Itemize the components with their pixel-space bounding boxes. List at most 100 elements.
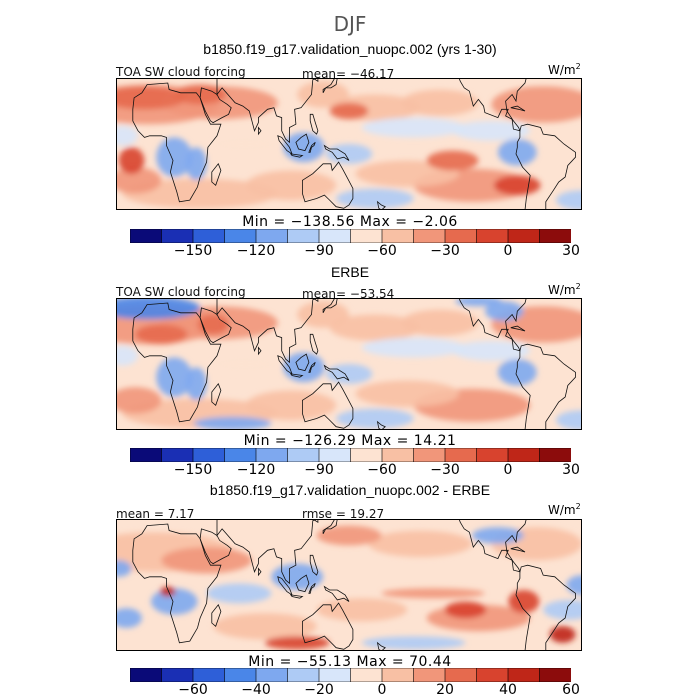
season-title: DJF xyxy=(333,12,367,36)
field-contour xyxy=(381,588,485,599)
panel-3-mean-label: mean = 7.17 xyxy=(116,507,195,521)
field-contour xyxy=(245,390,337,421)
field-contour xyxy=(556,190,582,210)
field-contour xyxy=(361,636,466,650)
colorbar-tick-label: −30 xyxy=(430,243,460,259)
panel-3-colorbar xyxy=(130,668,571,682)
field-contour xyxy=(213,135,278,153)
field-contour xyxy=(116,608,142,628)
field-contour xyxy=(556,410,582,430)
colorbar-tick-label: 20 xyxy=(436,682,454,698)
field-contour xyxy=(135,324,188,345)
field-contour xyxy=(116,345,138,366)
field-contour xyxy=(213,613,317,640)
field-contour xyxy=(118,147,145,174)
map-frame xyxy=(116,519,582,651)
field-contour xyxy=(491,86,582,123)
colorbar-swatch xyxy=(161,229,194,243)
colorbar-tick-label: −150 xyxy=(173,462,213,478)
colorbar-swatch xyxy=(539,668,571,682)
colorbar-swatch xyxy=(255,448,289,462)
field-contour xyxy=(400,89,479,116)
colorbar-swatch xyxy=(255,229,289,243)
panel-1-colorbar-ticks: −150 −120 −90 −60 −30 0 30 xyxy=(130,243,580,259)
field-contour xyxy=(336,188,414,209)
colorbar-swatch xyxy=(476,229,509,243)
field-contour xyxy=(116,167,162,194)
colorbar-swatch xyxy=(507,668,541,682)
coastline xyxy=(295,133,310,152)
panel-2-title: ERBE xyxy=(330,264,370,280)
field-contour xyxy=(325,144,373,164)
field-contour xyxy=(329,314,421,341)
colorbar-swatch xyxy=(539,229,571,243)
field-contour xyxy=(245,170,337,201)
coastline xyxy=(322,298,338,313)
colorbar-swatch xyxy=(287,448,320,462)
field-contour xyxy=(543,599,582,620)
field-contour xyxy=(213,355,278,373)
coastline xyxy=(376,420,386,430)
field-contour xyxy=(494,175,541,196)
coastline xyxy=(510,546,526,553)
colorbar-swatch xyxy=(318,668,352,682)
colorbar-swatch xyxy=(192,229,226,243)
field-contour xyxy=(355,160,460,187)
colorbar-swatch xyxy=(444,668,478,682)
field-contour xyxy=(156,357,193,397)
field-contour xyxy=(283,352,325,383)
colorbar-tick-label: 30 xyxy=(562,243,580,259)
coastline xyxy=(199,87,232,124)
colorbar-swatch xyxy=(350,448,383,462)
panel-1-mean-label: mean= −46.17 xyxy=(302,67,395,81)
coastline xyxy=(211,383,222,406)
colorbar-tick-label: 0 xyxy=(503,243,513,259)
colorbar-tick-label: −60 xyxy=(367,243,397,259)
coastline xyxy=(322,519,338,534)
field-contour xyxy=(336,408,414,429)
panel-3-map xyxy=(116,519,582,651)
coastline xyxy=(295,574,310,593)
panel-1-min-max: Min = −138.56 Max = −2.06 xyxy=(242,214,458,230)
colorbar-swatch xyxy=(381,448,415,462)
field-contour xyxy=(444,601,487,619)
coastline xyxy=(309,333,319,355)
panel-3-rmse-label: rmse = 19.27 xyxy=(302,507,385,521)
panel-3-colorbar-ticks: −60 −40 −20 0 20 40 60 xyxy=(130,682,580,698)
field-contour xyxy=(484,301,524,322)
colorbar-swatch xyxy=(413,668,446,682)
coastline xyxy=(309,113,319,135)
field-contour xyxy=(116,387,162,414)
panel-3-title: b1850.f19_g17.validation_nuopc.002 - ERB… xyxy=(209,482,491,498)
field-contour xyxy=(297,81,349,108)
field-contour xyxy=(283,132,325,163)
field-contour xyxy=(549,626,576,643)
field-contour xyxy=(185,367,207,401)
field-contour xyxy=(426,150,479,171)
colorbar-swatch xyxy=(192,448,226,462)
panel-2-min-max: Min = −126.29 Max = 14.21 xyxy=(243,433,457,449)
field-contour xyxy=(455,298,502,307)
field-contour xyxy=(185,147,207,181)
colorbar-swatch xyxy=(130,229,163,243)
field-contour xyxy=(116,125,138,146)
field-contour xyxy=(400,309,479,336)
field-contour xyxy=(197,314,229,335)
colorbar-tick-label: 30 xyxy=(562,462,580,478)
colorbar-swatch xyxy=(192,668,226,682)
coastline xyxy=(216,298,319,364)
colorbar-swatch xyxy=(318,229,352,243)
colorbar-tick-label: −60 xyxy=(367,462,397,478)
colorbar-swatch xyxy=(413,229,446,243)
field-contour xyxy=(316,598,408,622)
coastline xyxy=(257,126,262,136)
colorbar-swatch xyxy=(130,448,163,462)
field-contour xyxy=(452,120,531,141)
colorbar-swatch xyxy=(130,668,163,682)
coastline xyxy=(376,641,386,651)
coastline xyxy=(323,364,350,381)
field-contour xyxy=(452,340,531,361)
panel-2-colorbar-ticks: −150 −120 −90 −60 −30 0 30 xyxy=(130,462,580,478)
field-contour xyxy=(355,380,460,407)
coastline xyxy=(458,298,527,352)
